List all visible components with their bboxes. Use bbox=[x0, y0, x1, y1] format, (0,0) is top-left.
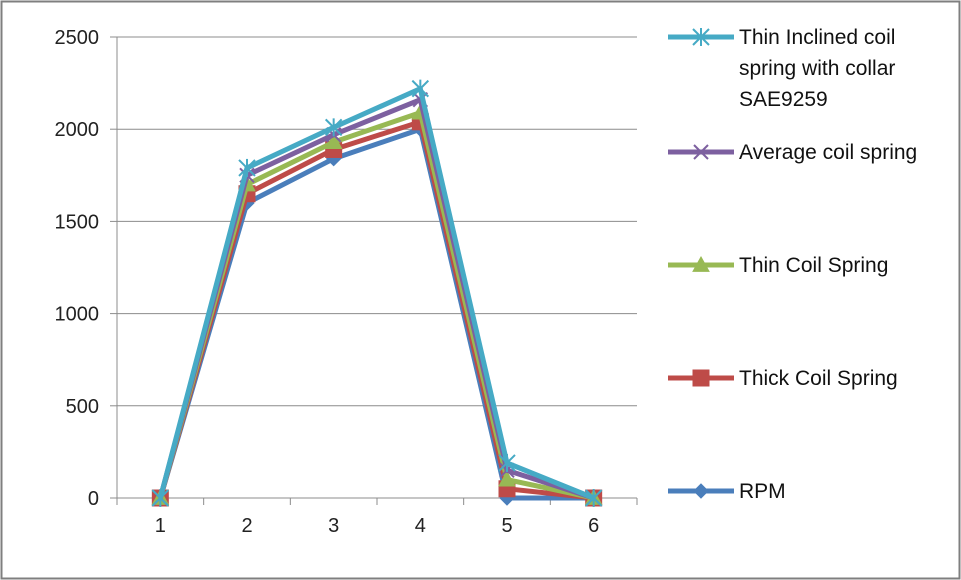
y-tick-label: 1500 bbox=[55, 211, 100, 233]
series-layer bbox=[151, 79, 603, 507]
legend-entry-thin-inclined-coil-spring-with-collar-sae9259: Thin Inclined coil spring with collar SAE9… bbox=[668, 26, 895, 111]
x-tick-label: 2 bbox=[241, 515, 252, 537]
y-tick-label: 0 bbox=[88, 488, 99, 510]
x-tick-label: 3 bbox=[328, 515, 339, 537]
legend-label: Thin Inclined coil spring with collar SAE9… bbox=[739, 26, 895, 111]
y-tick-label: 2000 bbox=[55, 119, 100, 141]
legend-entry-rpm: RPM bbox=[668, 480, 786, 503]
x-tick-label: 5 bbox=[501, 515, 512, 537]
data-point bbox=[411, 79, 430, 98]
x-tick-label: 6 bbox=[588, 515, 599, 537]
legend-entry-average-coil-spring: Average coil spring bbox=[668, 141, 917, 164]
data-point bbox=[324, 133, 343, 150]
data-point bbox=[151, 489, 170, 507]
data-point bbox=[324, 118, 343, 137]
legend-label: RPM bbox=[739, 480, 786, 503]
legend-entry-thin-coil-spring: Thin Coil Spring bbox=[668, 254, 888, 277]
axes: 0 500 1000 1500 2000 2500 1 2 3 4 5 6 bbox=[55, 27, 638, 537]
series-thin-inclined-coil-spring-with-collar-sae9259 bbox=[151, 79, 603, 507]
legend-swatch-marker bbox=[692, 255, 710, 272]
data-point bbox=[238, 158, 256, 177]
legend-label: Average coil spring bbox=[739, 141, 917, 164]
data-point bbox=[498, 453, 516, 472]
legend-label: Thick Coil Spring bbox=[739, 367, 898, 390]
data-point bbox=[584, 489, 603, 507]
legend-swatch-marker bbox=[693, 483, 709, 499]
legend-label: Thin Coil Spring bbox=[739, 254, 888, 277]
legend-swatch-marker bbox=[693, 144, 709, 160]
legend-swatch-marker bbox=[692, 369, 710, 387]
x-tick-label: 1 bbox=[155, 515, 166, 537]
legend-swatch-marker bbox=[692, 28, 710, 46]
series-line bbox=[157, 86, 595, 501]
y-tick-label: 500 bbox=[66, 396, 99, 418]
x-tick-label: 4 bbox=[415, 515, 426, 537]
gridlines bbox=[117, 36, 637, 407]
legend-entry-thick-coil-spring: Thick Coil Spring bbox=[668, 367, 898, 390]
y-tick-label: 2500 bbox=[55, 27, 100, 49]
data-point bbox=[498, 470, 516, 487]
legend: Thin Inclined coil spring with collar SAE9… bbox=[668, 26, 917, 503]
y-tick-label: 1000 bbox=[55, 304, 100, 326]
